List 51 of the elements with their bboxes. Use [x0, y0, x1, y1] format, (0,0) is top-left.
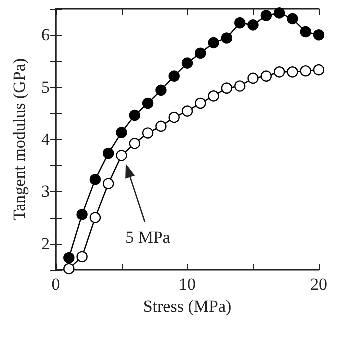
point [208, 37, 220, 49]
point [156, 84, 167, 96]
point [260, 10, 272, 22]
y-tick-label: 4 [42, 130, 50, 149]
y-axis-title: Tangent modulus (GPa) [10, 58, 29, 221]
point [142, 128, 154, 139]
point [287, 66, 298, 78]
y-tick-label: 6 [42, 26, 50, 45]
point [129, 110, 140, 122]
point [300, 66, 312, 77]
point [248, 72, 259, 84]
point [208, 90, 220, 102]
point [142, 98, 154, 110]
point [221, 82, 233, 94]
x-axis-title: Stress (MPa) [143, 296, 232, 316]
y-tick-label: 5 [42, 78, 50, 97]
point [116, 127, 128, 138]
point [300, 26, 312, 38]
point [248, 20, 259, 31]
annotation: 5 MPa [126, 228, 170, 248]
point [129, 138, 140, 150]
point [274, 8, 286, 19]
point [103, 178, 114, 190]
point [64, 263, 75, 275]
point [168, 70, 180, 82]
point [64, 252, 75, 264]
y-tick-label: 2 [42, 234, 50, 254]
point [313, 30, 325, 41]
point [103, 148, 114, 160]
point [313, 64, 325, 76]
point [234, 17, 246, 29]
point [182, 58, 194, 69]
point [168, 112, 180, 124]
point [76, 251, 88, 263]
point [182, 106, 194, 117]
x-tick-label: 0 [52, 275, 60, 294]
point [90, 174, 102, 186]
point [76, 209, 88, 220]
point [195, 98, 206, 110]
point [260, 70, 272, 82]
point [116, 150, 128, 162]
point [234, 80, 246, 92]
point [195, 48, 206, 59]
x-tick-label: 10 [179, 275, 196, 294]
x-tick-label: 20 [310, 275, 328, 294]
point [287, 13, 298, 25]
y-tick-label: 3 [42, 182, 50, 202]
point [90, 212, 102, 224]
point [156, 120, 167, 132]
point [221, 32, 233, 44]
point [274, 66, 286, 78]
